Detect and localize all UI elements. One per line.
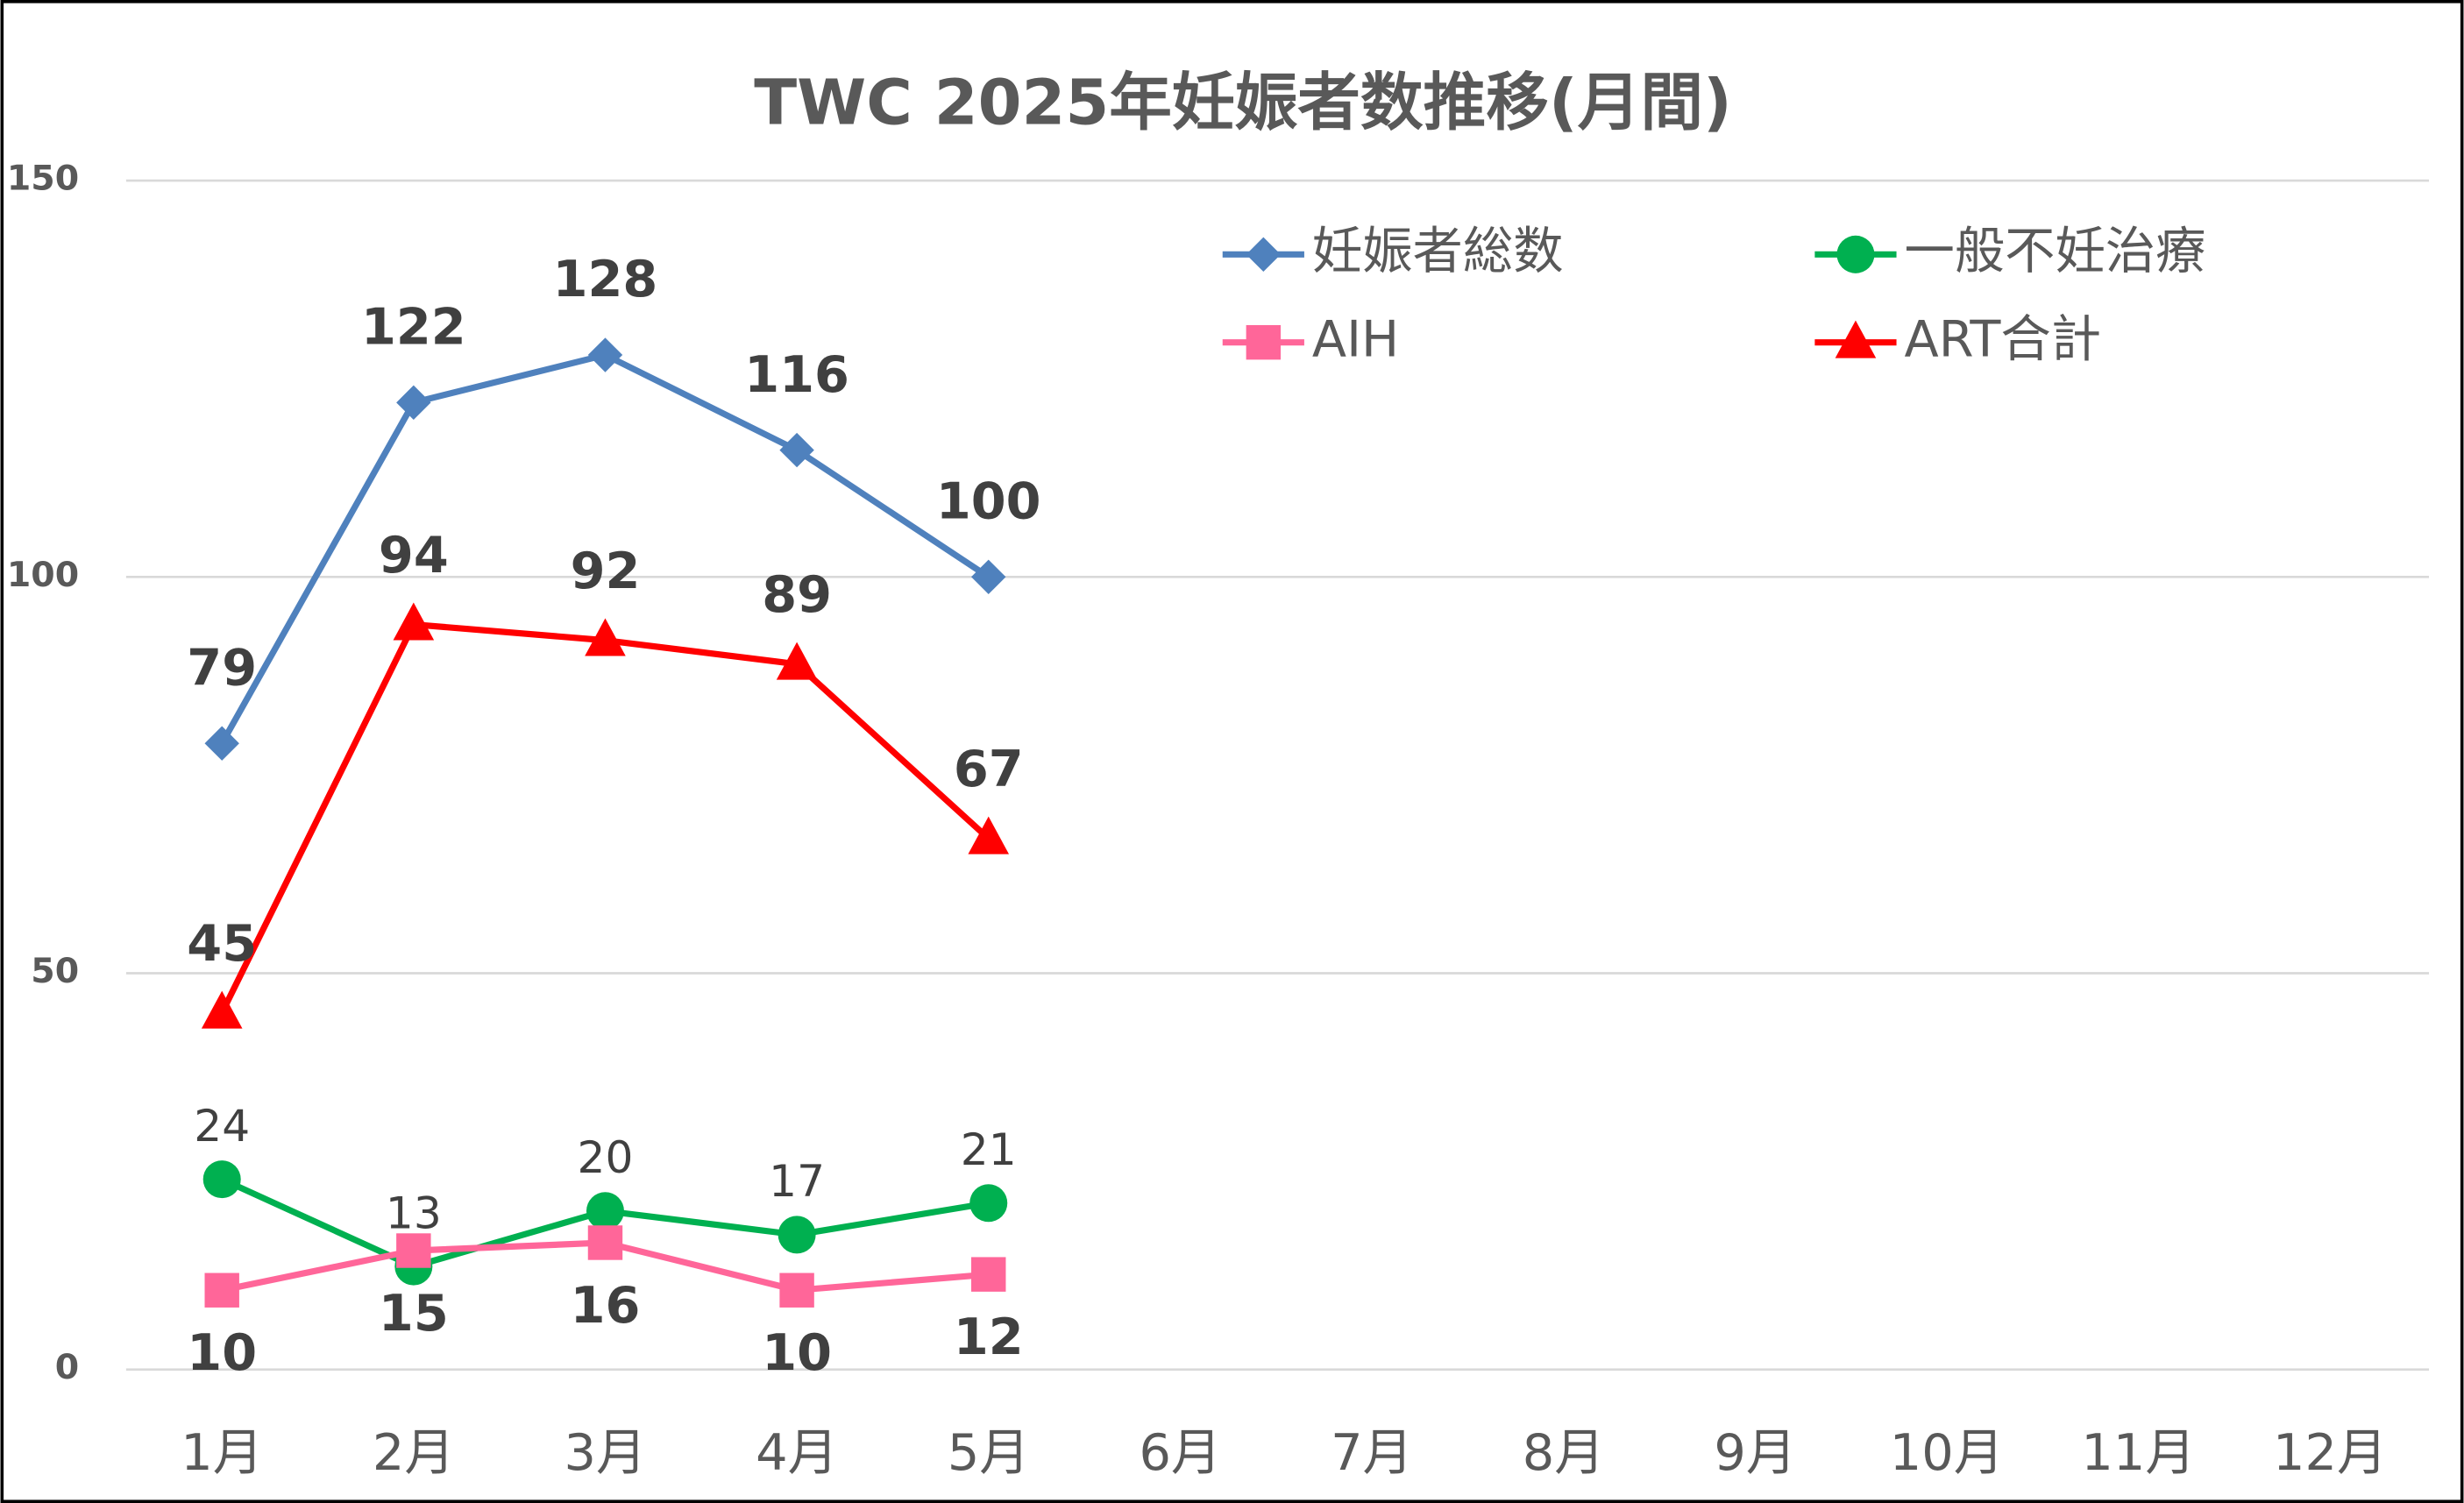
marker — [1835, 320, 1877, 358]
data-label: 92 — [571, 542, 641, 600]
data-label: 21 — [961, 1124, 1017, 1175]
y-tick-label: 50 — [31, 951, 79, 991]
marker — [204, 1273, 239, 1308]
marker — [778, 1216, 816, 1254]
data-label: 16 — [571, 1276, 641, 1335]
x-tick-label: 6月 — [1139, 1423, 1221, 1482]
marker — [585, 618, 626, 656]
data-label: 100 — [936, 471, 1041, 530]
x-tick-label: 11月 — [2081, 1423, 2195, 1482]
legend-label: AIH — [1312, 309, 1399, 368]
marker — [1836, 235, 1875, 273]
chart-title: TWC 2025年妊娠者数推移(月間) — [754, 65, 1732, 138]
legend-label: ART合計 — [1905, 309, 2102, 368]
data-label: 79 — [187, 638, 257, 697]
data-label: 67 — [954, 740, 1024, 798]
marker — [779, 432, 814, 468]
data-label: 24 — [194, 1100, 250, 1152]
marker — [587, 1225, 623, 1260]
data-label: 17 — [769, 1155, 825, 1207]
marker — [1246, 324, 1282, 360]
x-tick-label: 10月 — [1890, 1423, 2004, 1482]
data-label: 13 — [386, 1187, 442, 1238]
x-tick-label: 2月 — [373, 1423, 455, 1482]
data-label: 94 — [379, 526, 449, 585]
legend-label: 一般不妊治療 — [1905, 222, 2206, 280]
data-label: 45 — [187, 914, 257, 973]
x-tick-label: 12月 — [2273, 1423, 2387, 1482]
marker — [971, 559, 1006, 594]
data-label: 116 — [744, 345, 849, 404]
marker — [396, 385, 431, 421]
x-tick-label: 4月 — [756, 1423, 838, 1482]
data-label: 12 — [954, 1308, 1024, 1366]
marker — [776, 642, 818, 680]
marker — [1246, 237, 1282, 273]
data-label: 20 — [578, 1131, 634, 1183]
marker — [202, 1160, 241, 1199]
data-label: 128 — [553, 250, 658, 308]
x-tick-label: 1月 — [181, 1423, 263, 1482]
marker — [779, 1273, 814, 1308]
x-tick-label: 9月 — [1714, 1423, 1796, 1482]
x-tick-label: 3月 — [565, 1423, 647, 1482]
marker — [969, 1184, 1008, 1223]
x-tick-label: 5月 — [948, 1423, 1030, 1482]
y-tick-label: 100 — [7, 555, 79, 595]
x-tick-label: 8月 — [1523, 1423, 1605, 1482]
marker — [587, 337, 623, 372]
y-tick-label: 150 — [7, 159, 79, 199]
data-label: 10 — [762, 1323, 832, 1382]
data-label: 15 — [379, 1284, 449, 1343]
marker — [968, 816, 1010, 854]
marker — [971, 1257, 1006, 1292]
marker — [396, 1233, 431, 1268]
legend-label: 妊娠者総数 — [1312, 222, 1564, 280]
marker — [204, 726, 239, 761]
marker — [393, 602, 435, 641]
y-tick-label: 0 — [55, 1347, 79, 1387]
marker — [201, 990, 243, 1029]
data-label: 122 — [361, 298, 466, 357]
x-tick-label: 7月 — [1331, 1423, 1413, 1482]
marker — [586, 1192, 624, 1230]
data-label: 10 — [187, 1323, 257, 1382]
data-label: 89 — [762, 565, 832, 624]
